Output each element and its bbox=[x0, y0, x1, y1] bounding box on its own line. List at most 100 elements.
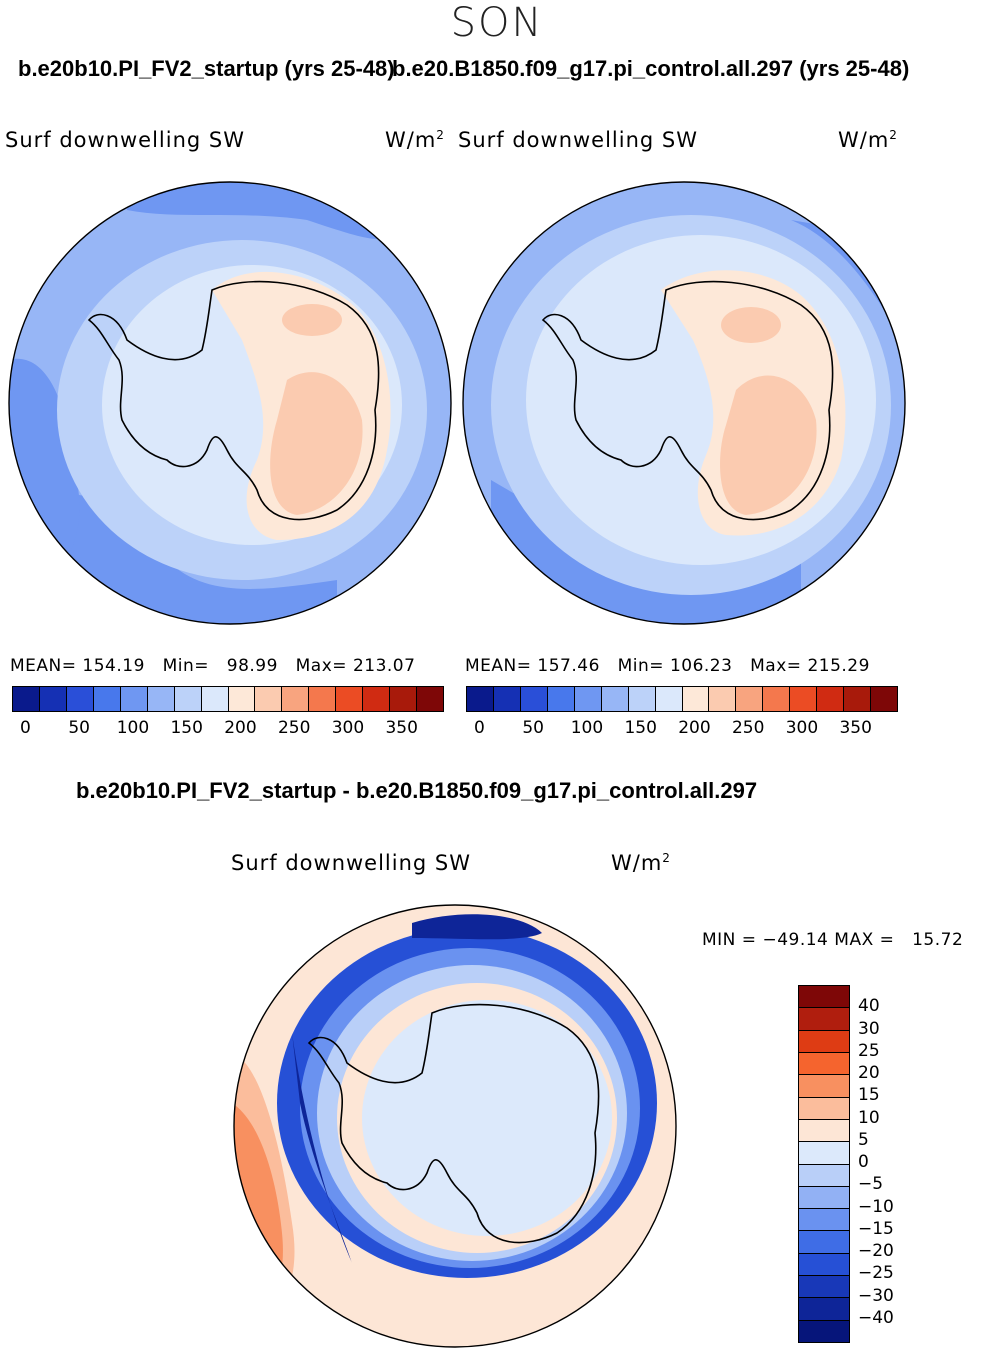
colorbar-swatch-1 bbox=[39, 687, 67, 711]
colorbar-swatch-10 bbox=[799, 1209, 849, 1232]
left-variable-title: Surf downwelling SW bbox=[5, 128, 246, 152]
colorbar-swatch-0 bbox=[799, 986, 849, 1009]
colorbar-tick-label: 50 bbox=[68, 718, 90, 738]
colorbar-tick-label: −40 bbox=[858, 1307, 894, 1328]
map-warm-patch bbox=[282, 304, 342, 336]
colorbar-swatch-15 bbox=[417, 687, 443, 711]
diff-minmax: MIN = −49.14 MAX = 15.72 bbox=[702, 930, 964, 950]
colorbar-swatch-8 bbox=[799, 1164, 849, 1187]
right-case-title: b.e20.B1850.f09_g17.pi_control.all.297 (… bbox=[392, 56, 910, 81]
colorbar-swatch-2 bbox=[520, 687, 548, 711]
colorbar-tick-label: 50 bbox=[522, 718, 544, 738]
colorbar-swatch-15 bbox=[799, 1320, 849, 1342]
colorbar-swatch-2 bbox=[66, 687, 94, 711]
colorbar-swatch-11 bbox=[763, 687, 791, 711]
map-inner-cool bbox=[362, 1000, 612, 1236]
right-polar-map bbox=[462, 181, 906, 625]
colorbar-swatch-14 bbox=[844, 687, 872, 711]
left-units: W/m2 bbox=[385, 128, 445, 152]
right-units: W/m2 bbox=[838, 128, 898, 152]
colorbar-tick-label: 250 bbox=[731, 718, 765, 738]
colorbar-swatch-4 bbox=[120, 687, 148, 711]
diff-colorbar bbox=[798, 985, 850, 1343]
colorbar-tick-label: 0 bbox=[858, 1152, 869, 1172]
colorbar-swatch-6 bbox=[799, 1119, 849, 1143]
colorbar-swatch-12 bbox=[790, 687, 818, 711]
diff-variable-title: Surf downwelling SW bbox=[231, 851, 472, 875]
colorbar-swatch-10 bbox=[282, 687, 310, 711]
colorbar-swatch-8 bbox=[682, 687, 710, 711]
colorbar-swatch-2 bbox=[799, 1030, 849, 1053]
colorbar-swatch-5 bbox=[147, 687, 175, 711]
colorbar-swatch-3 bbox=[547, 687, 575, 711]
colorbar-swatch-7 bbox=[201, 687, 229, 711]
colorbar-swatch-8 bbox=[228, 687, 256, 711]
colorbar-swatch-9 bbox=[799, 1186, 849, 1210]
colorbar-tick-label: 200 bbox=[678, 718, 711, 738]
map-continent-warmer bbox=[720, 375, 817, 515]
colorbar-swatch-4 bbox=[799, 1075, 849, 1098]
colorbar-tick-label: −20 bbox=[858, 1241, 894, 1261]
season-title: SON bbox=[450, 0, 544, 46]
map-frame bbox=[462, 181, 906, 625]
colorbar-tick-label: −30 bbox=[858, 1285, 894, 1306]
left-colorbar bbox=[12, 686, 444, 712]
map-frame bbox=[233, 904, 677, 1348]
colorbar-swatch-14 bbox=[390, 687, 418, 711]
colorbar-tick-label: 0 bbox=[474, 718, 485, 738]
left-polar-map bbox=[8, 181, 452, 625]
difference-polar-map bbox=[233, 904, 677, 1348]
colorbar-swatch-10 bbox=[736, 687, 764, 711]
colorbar-swatch-12 bbox=[336, 687, 364, 711]
colorbar-tick-label: 100 bbox=[570, 718, 604, 738]
colorbar-swatch-11 bbox=[309, 687, 337, 711]
map-warm-patch bbox=[721, 307, 781, 343]
coastline bbox=[307, 1003, 600, 1244]
colorbar-tick-label: 300 bbox=[785, 718, 819, 738]
map-band-north-dark bbox=[127, 182, 389, 239]
diff-units: W/m2 bbox=[611, 851, 671, 875]
colorbar-tick-label: 25 bbox=[858, 1040, 880, 1061]
colorbar-swatch-7 bbox=[799, 1142, 849, 1165]
colorbar-tick-label: −10 bbox=[858, 1196, 894, 1217]
colorbar-swatch-5 bbox=[799, 1097, 849, 1120]
map-deep-north bbox=[412, 914, 542, 940]
colorbar-swatch-6 bbox=[628, 687, 656, 711]
colorbar-tick-label: −25 bbox=[858, 1263, 894, 1284]
colorbar-swatch-3 bbox=[93, 687, 121, 711]
colorbar-swatch-12 bbox=[799, 1253, 849, 1277]
colorbar-tick-label: 350 bbox=[385, 718, 418, 738]
colorbar-tick-label: 5 bbox=[858, 1129, 869, 1150]
colorbar-swatch-14 bbox=[799, 1298, 849, 1321]
colorbar-swatch-7 bbox=[655, 687, 683, 711]
colorbar-tick-label: 30 bbox=[858, 1018, 880, 1039]
colorbar-swatch-13 bbox=[817, 687, 845, 711]
colorbar-swatch-9 bbox=[255, 687, 283, 711]
colorbar-tick-label: 350 bbox=[839, 718, 872, 738]
colorbar-swatch-13 bbox=[799, 1276, 849, 1299]
colorbar-swatch-9 bbox=[709, 687, 737, 711]
colorbar-tick-label: 300 bbox=[331, 718, 365, 738]
colorbar-swatch-3 bbox=[799, 1052, 849, 1076]
left-stats: MEAN= 154.19 Min= 98.99 Max= 213.07 bbox=[10, 656, 416, 676]
colorbar-swatch-15 bbox=[871, 687, 897, 711]
colorbar-swatch-13 bbox=[363, 687, 391, 711]
right-variable-title: Surf downwelling SW bbox=[458, 128, 699, 152]
colorbar-swatch-0 bbox=[467, 687, 494, 711]
colorbar-swatch-1 bbox=[799, 1008, 849, 1031]
colorbar-tick-label: 10 bbox=[858, 1107, 880, 1128]
colorbar-tick-label: 20 bbox=[858, 1063, 880, 1083]
colorbar-swatch-5 bbox=[601, 687, 629, 711]
colorbar-tick-label: 150 bbox=[624, 718, 657, 738]
right-colorbar bbox=[466, 686, 898, 712]
right-stats: MEAN= 157.46 Min= 106.23 Max= 215.29 bbox=[465, 656, 870, 676]
left-case-title: b.e20b10.PI_FV2_startup (yrs 25-48) bbox=[18, 56, 395, 81]
colorbar-tick-label: −5 bbox=[858, 1174, 884, 1195]
colorbar-swatch-4 bbox=[574, 687, 602, 711]
colorbar-swatch-6 bbox=[174, 687, 202, 711]
colorbar-tick-label: 150 bbox=[170, 718, 203, 738]
colorbar-swatch-11 bbox=[799, 1231, 849, 1254]
colorbar-tick-label: 200 bbox=[224, 718, 257, 738]
difference-title: b.e20b10.PI_FV2_startup - b.e20.B1850.f0… bbox=[76, 778, 758, 803]
colorbar-tick-label: −15 bbox=[858, 1218, 894, 1239]
